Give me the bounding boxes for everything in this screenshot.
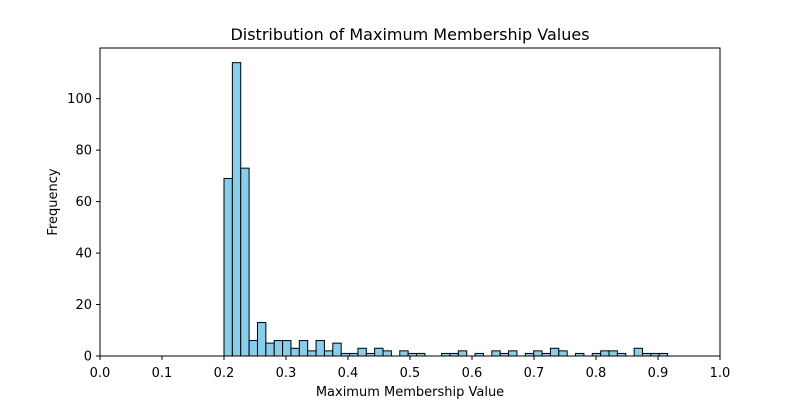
y-tick-label: 60 [75, 195, 92, 210]
histogram-bar [633, 347, 644, 357]
x-tick-label: 0.7 [524, 366, 545, 381]
histogram-bar [558, 350, 568, 357]
histogram-bar [508, 350, 518, 357]
bars-group [223, 62, 669, 357]
histogram-bar [491, 350, 501, 357]
histogram-bar [307, 350, 317, 357]
x-tick-label: 0.8 [586, 366, 607, 381]
histogram-bar [290, 347, 300, 357]
y-tick-label: 20 [75, 298, 92, 313]
x-axis-ticks: 0.0 0.1 0.2 0.3 0.4 0.5 0.6 0.7 0.8 0.9 1.0 [90, 356, 731, 381]
histogram-bar [223, 177, 233, 357]
histogram-bar [298, 340, 309, 357]
x-axis-label: Maximum Membership Value [316, 385, 504, 400]
x-tick-label: 0.0 [90, 366, 111, 381]
plot-frame [99, 47, 721, 357]
x-tick-label: 0.9 [648, 366, 669, 381]
x-tick-label: 0.4 [338, 366, 359, 381]
histogram-bar [600, 350, 610, 357]
histogram-bar [231, 62, 242, 357]
histogram-bar [533, 350, 543, 357]
x-tick-label: 0.3 [276, 366, 297, 381]
histogram-bar [323, 350, 334, 357]
histogram-bar [248, 340, 258, 357]
y-tick-label: 80 [75, 144, 92, 159]
y-axis-ticks: 0 20 40 60 80 100 [67, 92, 100, 365]
histogram-bar [399, 350, 409, 357]
histogram-bar [265, 342, 275, 357]
histogram-bar [357, 347, 367, 357]
histogram-bar [256, 322, 267, 357]
histogram-bar [457, 350, 468, 357]
y-axis-label: Frequency [46, 168, 61, 235]
histogram-bar [549, 347, 560, 357]
histogram-bar [374, 347, 384, 357]
x-tick-label: 0.1 [152, 366, 173, 381]
x-tick-label: 0.6 [462, 366, 483, 381]
histogram-bar [240, 167, 250, 357]
y-tick-label: 40 [75, 247, 92, 262]
chart-title: Distribution of Maximum Membership Value… [230, 25, 589, 44]
histogram-bar [282, 340, 292, 357]
histogram-bar [273, 340, 284, 357]
x-tick-label: 0.2 [214, 366, 235, 381]
histogram-bar [332, 342, 342, 357]
y-tick-label: 100 [67, 92, 92, 107]
x-tick-label: 1.0 [710, 366, 731, 381]
y-tick-label: 0 [84, 350, 92, 365]
histogram-bar [315, 340, 325, 357]
x-tick-label: 0.5 [400, 366, 421, 381]
histogram-bar [608, 350, 618, 357]
histogram-bar [382, 350, 392, 357]
